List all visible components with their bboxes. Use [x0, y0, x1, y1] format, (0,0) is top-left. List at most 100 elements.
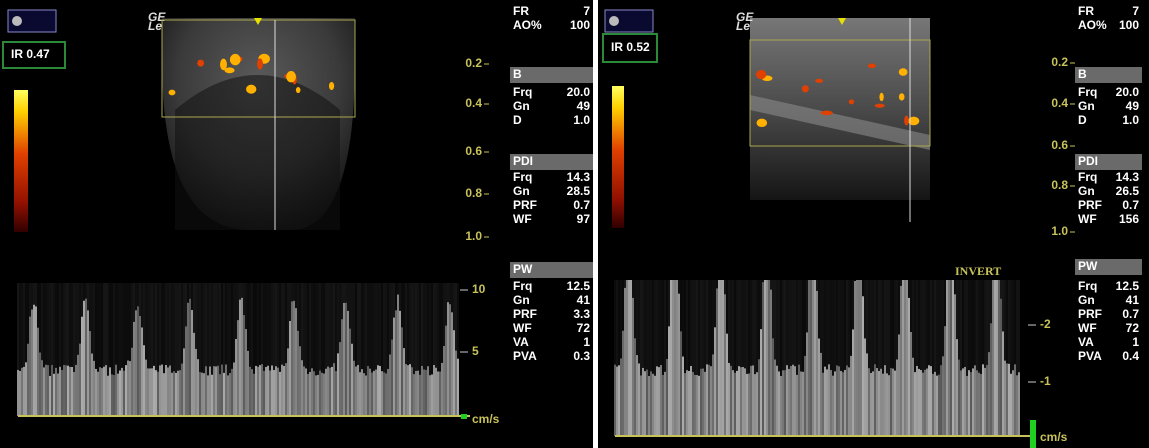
- depth-label: 0.4: [465, 96, 482, 110]
- section-header: PW: [513, 262, 533, 276]
- param-label: VA: [1078, 335, 1094, 349]
- ir-label: IR 0.47: [11, 47, 50, 61]
- depth-label: 1.0: [1051, 224, 1068, 238]
- doppler-marker: [461, 414, 467, 419]
- param-value: 97: [577, 212, 591, 226]
- param-label: PVA: [1078, 349, 1102, 363]
- flow-blob: [802, 85, 809, 92]
- b-mode-shadow: [175, 75, 340, 230]
- depth-label: 0.6: [465, 144, 482, 158]
- flow-blob: [756, 119, 767, 127]
- flow-blob: [169, 90, 176, 96]
- param-value: 156: [1119, 212, 1139, 226]
- param-value: 49: [1126, 99, 1140, 113]
- param-label: Gn: [1078, 184, 1095, 198]
- doppler-unit: cm/s: [472, 412, 500, 426]
- section-header-bg: [510, 67, 593, 83]
- doppler-marker: [1030, 420, 1036, 448]
- param-label: WF: [1078, 321, 1097, 335]
- invert-label: INVERT: [955, 264, 1001, 278]
- flow-blob: [868, 64, 876, 69]
- param-value: 0.4: [1122, 349, 1139, 363]
- depth-label: 0.4: [1051, 96, 1068, 110]
- param-label: PRF: [1078, 198, 1102, 212]
- logo-sub: Le: [148, 19, 162, 33]
- doppler-scale-label: 10: [472, 282, 486, 296]
- param-value: 0.3: [573, 349, 590, 363]
- param-value: 7: [583, 4, 590, 18]
- param-value: 1: [1132, 335, 1139, 349]
- param-value: 0.7: [1122, 198, 1139, 212]
- param-value: 12.5: [567, 279, 591, 293]
- param-label: AO%: [1078, 18, 1107, 32]
- doppler-scale-label: -1: [1040, 374, 1051, 388]
- param-value: 49: [577, 99, 591, 113]
- param-label: VA: [513, 335, 529, 349]
- flow-blob: [899, 93, 905, 100]
- ultrasound-screen: IR 0.47GELe0.20.40.60.81.0FR7AO%100BFrq2…: [0, 0, 1149, 448]
- doppler-spectrum: [18, 283, 458, 416]
- param-label: Gn: [1078, 99, 1095, 113]
- param-label: D: [513, 113, 522, 127]
- param-label: WF: [513, 212, 532, 226]
- param-label: Gn: [513, 293, 530, 307]
- param-value: 3.3: [573, 307, 590, 321]
- depth-label: 0.8: [1051, 178, 1068, 192]
- flow-blob: [756, 70, 766, 79]
- probe-icon-dot: [609, 16, 619, 26]
- depth-label: 0.8: [465, 186, 482, 200]
- doppler-unit: cm/s: [1040, 430, 1068, 444]
- flow-blob: [246, 85, 256, 94]
- doppler-scale-label: 5: [472, 344, 479, 358]
- section-header: B: [513, 67, 522, 81]
- flow-blob: [230, 54, 241, 65]
- param-value: 14.3: [1116, 170, 1140, 184]
- param-label: Frq: [513, 85, 532, 99]
- param-label: PRF: [1078, 307, 1102, 321]
- depth-label: 0.2: [1051, 55, 1068, 69]
- flow-blob: [821, 111, 833, 115]
- flow-blob: [296, 87, 301, 93]
- param-value: 28.5: [567, 184, 591, 198]
- depth-label: 1.0: [465, 229, 482, 243]
- color-bar: [14, 90, 28, 232]
- param-value: 72: [577, 321, 591, 335]
- param-label: PRF: [513, 307, 537, 321]
- param-label: WF: [513, 321, 532, 335]
- param-value: 41: [1126, 293, 1140, 307]
- probe-icon-dot: [12, 16, 22, 26]
- param-label: AO%: [513, 18, 542, 32]
- param-value: 41: [577, 293, 591, 307]
- param-value: 72: [1126, 321, 1140, 335]
- param-label: Gn: [513, 99, 530, 113]
- flow-blob: [875, 104, 885, 108]
- param-value: 1.0: [573, 113, 590, 127]
- param-label: Frq: [1078, 85, 1097, 99]
- param-label: Frq: [513, 170, 532, 184]
- flow-blob: [899, 68, 908, 76]
- param-value: 7: [1132, 4, 1139, 18]
- color-bar: [612, 86, 624, 228]
- param-value: 100: [1119, 18, 1139, 32]
- doppler-scale-label: -2: [1040, 317, 1051, 331]
- param-label: WF: [1078, 212, 1097, 226]
- param-value: 1: [583, 335, 590, 349]
- depth-label: 0.2: [465, 56, 482, 70]
- flow-blob: [849, 99, 854, 104]
- flow-blob: [879, 93, 883, 101]
- flow-blob: [224, 67, 234, 73]
- section-header: PDI: [1078, 154, 1098, 168]
- param-label: PRF: [513, 198, 537, 212]
- flow-blob: [286, 71, 296, 82]
- param-label: Gn: [1078, 293, 1095, 307]
- flow-blob: [904, 116, 909, 126]
- param-value: 14.3: [567, 170, 591, 184]
- section-header: PW: [1078, 259, 1098, 273]
- param-value: 0.7: [573, 198, 590, 212]
- param-label: D: [1078, 113, 1087, 127]
- section-header: PDI: [513, 154, 533, 168]
- param-value: 26.5: [1116, 184, 1140, 198]
- param-value: 20.0: [567, 85, 591, 99]
- ir-label: IR 0.52: [611, 40, 650, 54]
- flow-blob: [197, 60, 204, 67]
